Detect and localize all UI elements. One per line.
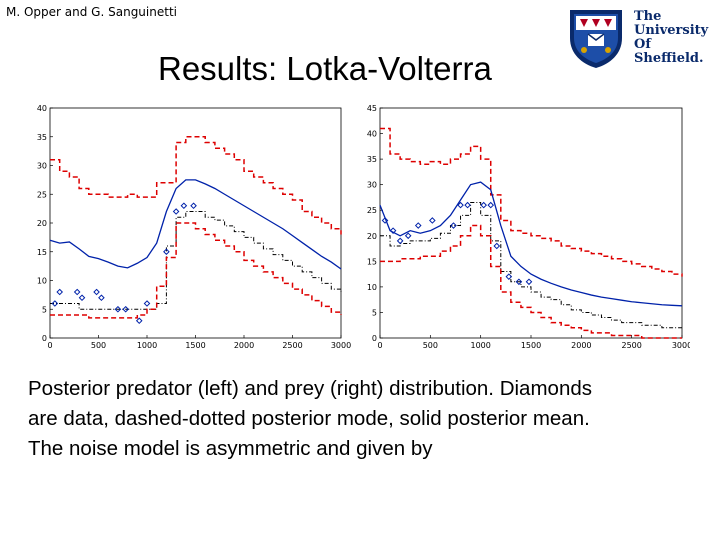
chart1-xtick-label: 2000	[571, 341, 591, 350]
chart0-ytick-label: 0	[42, 334, 47, 343]
chart1-data-point	[480, 201, 487, 209]
chart0-data-point	[143, 300, 151, 307]
chart0-data-point	[78, 294, 86, 302]
chart0-data-point	[73, 288, 81, 296]
chart1-series-lower	[380, 224, 682, 339]
chart1-data-point	[381, 217, 389, 224]
predator-chart: 0 500 1000 1500 2000 2500 3000 0 5 10 15 20 25 30 35 40	[28, 100, 358, 355]
chart0-series-lower	[50, 222, 342, 319]
logo-line-2: University	[634, 23, 709, 38]
chart0-data-point	[180, 202, 188, 210]
chart1-xtick-label: 3000	[672, 341, 690, 350]
chart0-ytick-label: 40	[37, 104, 47, 113]
chart0-ytick-label: 15	[37, 248, 47, 257]
chart1-data-point	[464, 201, 471, 209]
chart1-data-point	[389, 227, 397, 234]
university-logo: The University Of Sheffield.	[566, 6, 712, 70]
chart0-series-posterior-mean	[49, 179, 342, 270]
chart1-data-point	[505, 273, 513, 280]
prey-plot-svg: 0 500 1000 1500 2000 2500 3000 0 5 10 15 20 25 30 35 40…	[367, 104, 692, 350]
chart0-data-point	[56, 288, 64, 296]
chart1-series-posterior-mode	[380, 202, 682, 329]
chart1-data-point	[457, 201, 464, 209]
logo-line-1: The	[634, 9, 662, 24]
chart0-series-upper	[50, 136, 342, 235]
chart1-ytick-label: 40	[367, 130, 377, 139]
chart0-xtick-label: 2500	[282, 341, 302, 350]
chart1-xtick-label: 1500	[521, 341, 541, 350]
chart0-data-point	[114, 305, 122, 313]
chart1-xtick-label: 1000	[470, 341, 490, 350]
chart0-ytick-label: 5	[42, 305, 47, 314]
chart1-ytick-label: 10	[367, 283, 377, 292]
chart0-ytick-label: 10	[37, 277, 47, 286]
chart1-data-point	[414, 222, 422, 229]
chart1-series-posterior-mean	[379, 181, 683, 307]
prey-chart: 0 500 1000 1500 2000 2500 3000 0 5 10 15 20 25 30 35 40…	[358, 100, 692, 355]
chart1-series-upper	[380, 127, 683, 277]
chart0-data-point	[135, 317, 143, 325]
chart1-ytick-label: 35	[367, 155, 377, 164]
chart1-ytick-label: 25	[367, 206, 377, 215]
chart0-ytick-label: 30	[37, 162, 47, 171]
chart0-ytick-label: 35	[37, 133, 47, 142]
slide-title: Results: Lotka-Volterra	[158, 50, 492, 87]
chart0-xtick-label: 0	[47, 341, 52, 350]
chart0-data-point	[98, 294, 105, 302]
chart1-data-point	[515, 278, 523, 286]
authors: M. Opper and G. Sanguinetti	[6, 5, 177, 19]
chart1-ytick-label: 30	[367, 181, 377, 190]
chart0-ytick-label: 20	[37, 219, 47, 228]
chart1-ytick-label: 0	[372, 334, 377, 343]
chart0-ytick-label: 25	[37, 190, 47, 199]
chart0-series-posterior-mode	[50, 211, 342, 310]
chart0-data-point	[93, 288, 100, 296]
chart0-xtick-label: 500	[91, 341, 106, 350]
chart0-data-point	[190, 202, 197, 210]
chart0-xtick-label: 1500	[185, 341, 205, 350]
chart1-ytick-label: 45	[367, 104, 377, 113]
chart1-data-point	[429, 217, 436, 224]
university-name: The University Of Sheffield.	[634, 10, 708, 66]
chart1-data-point	[525, 278, 533, 286]
chart0-xtick-label: 1000	[137, 341, 157, 350]
chart1-ytick-label: 15	[367, 257, 377, 266]
caption-line-1: Posterior predator (left) and prey (righ…	[28, 377, 592, 400]
chart1-data-point	[404, 232, 412, 240]
chart1-data-point	[396, 237, 404, 245]
chart1-xtick-label: 500	[423, 341, 438, 350]
chart1-data-point	[450, 222, 457, 229]
chart1-ytick-label: 5	[372, 308, 377, 317]
caption: Posterior predator (left) and prey (righ…	[28, 374, 708, 464]
chart0-data-point	[163, 248, 170, 256]
caption-line-3: The noise model is asymmetric and given …	[28, 437, 433, 460]
predator-plot-svg: 0 500 1000 1500 2000 2500 3000 0 5 10 15 20 25 30 35 40	[37, 104, 351, 350]
chart1-xtick-label: 2500	[621, 341, 641, 350]
chart1-data-point	[487, 201, 495, 209]
logo-line-4: Sheffield.	[634, 51, 704, 66]
chart1-ytick-label: 20	[367, 232, 377, 241]
chart0-data-point	[172, 208, 180, 215]
logo-line-3: Of	[634, 37, 651, 52]
chart1-xtick-label: 0	[377, 341, 382, 350]
caption-line-2: are data, dashed-dotted posterior mode, …	[28, 407, 590, 430]
chart0-xtick-label: 2000	[234, 341, 254, 350]
chart0-data-point	[122, 305, 129, 313]
university-shield-icon	[570, 10, 622, 68]
chart1-data-point	[493, 242, 501, 250]
chart0-xtick-label: 3000	[331, 341, 351, 350]
chart1-frame	[379, 107, 683, 339]
chart0-data-point	[51, 300, 59, 307]
